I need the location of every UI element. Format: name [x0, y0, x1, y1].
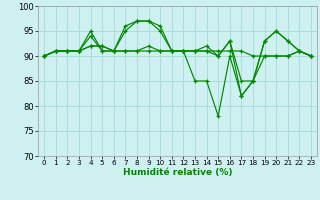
X-axis label: Humidité relative (%): Humidité relative (%): [123, 168, 232, 177]
